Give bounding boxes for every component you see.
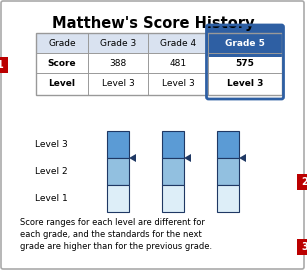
Text: Matthew's Score History: Matthew's Score History — [52, 16, 254, 31]
Bar — [217, 158, 239, 185]
Text: Level 3: Level 3 — [35, 140, 68, 149]
Bar — [107, 185, 129, 212]
Bar — [217, 131, 239, 158]
Polygon shape — [1, 60, 8, 69]
Text: Level: Level — [49, 79, 76, 89]
Bar — [148, 33, 208, 53]
Text: Level 3: Level 3 — [161, 79, 194, 89]
Bar — [297, 174, 307, 190]
FancyBboxPatch shape — [207, 24, 283, 57]
Bar — [107, 158, 129, 185]
Text: 3: 3 — [301, 242, 307, 252]
Text: 481: 481 — [169, 59, 187, 67]
Polygon shape — [184, 154, 191, 162]
Bar — [107, 131, 129, 158]
Text: 1: 1 — [0, 60, 3, 70]
Polygon shape — [239, 154, 246, 162]
Text: 575: 575 — [235, 59, 255, 67]
Text: Level 2: Level 2 — [35, 167, 68, 176]
Polygon shape — [129, 154, 136, 162]
Bar — [217, 185, 239, 212]
Bar — [162, 158, 184, 185]
Text: Level 3: Level 3 — [102, 79, 134, 89]
Text: Grade 3: Grade 3 — [100, 38, 136, 47]
Bar — [36, 33, 282, 95]
Polygon shape — [297, 243, 304, 251]
Bar — [297, 239, 307, 255]
Bar — [36, 33, 282, 95]
Text: Level 3: Level 3 — [227, 79, 263, 89]
Text: Grade: Grade — [48, 38, 76, 47]
Text: Grade 4: Grade 4 — [160, 38, 196, 47]
Text: 2: 2 — [301, 177, 307, 187]
Text: Grade 5: Grade 5 — [225, 38, 265, 47]
Bar — [162, 131, 184, 158]
Text: 388: 388 — [109, 59, 126, 67]
Text: Score ranges for each level are different for
each grade, and the standards for : Score ranges for each level are differen… — [20, 218, 212, 251]
Bar — [162, 185, 184, 212]
Bar — [36, 33, 88, 53]
Polygon shape — [297, 178, 304, 186]
Text: Score: Score — [48, 59, 76, 67]
Text: Level 1: Level 1 — [35, 194, 68, 203]
Bar — [0, 57, 8, 73]
Bar — [88, 33, 148, 53]
FancyBboxPatch shape — [1, 1, 304, 269]
